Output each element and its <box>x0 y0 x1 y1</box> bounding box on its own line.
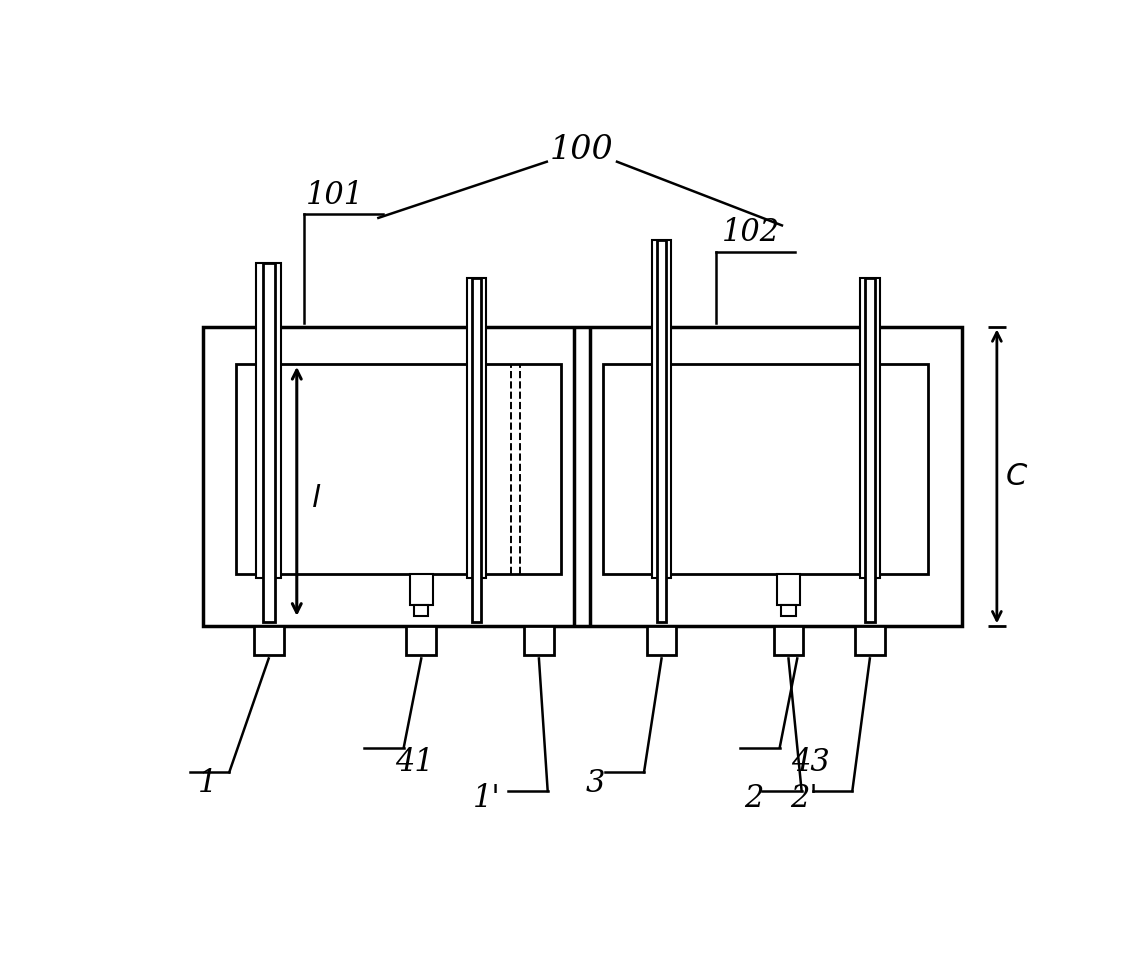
Text: 102: 102 <box>722 217 780 248</box>
Bar <box>237 364 560 574</box>
Bar <box>257 263 281 578</box>
Bar <box>466 278 486 578</box>
Bar <box>472 278 481 623</box>
Text: 1: 1 <box>198 768 217 799</box>
Text: $C$: $C$ <box>1004 461 1028 492</box>
Bar <box>414 605 428 616</box>
Bar <box>865 278 875 623</box>
Bar <box>860 278 880 578</box>
Text: $l$: $l$ <box>311 484 321 515</box>
Text: 2': 2' <box>790 783 818 814</box>
Bar <box>777 574 800 605</box>
Bar <box>603 364 928 574</box>
Bar <box>254 627 284 655</box>
Bar <box>263 263 275 623</box>
Text: 41: 41 <box>395 747 434 778</box>
Bar <box>524 627 554 655</box>
Bar <box>203 327 962 627</box>
Text: 100: 100 <box>550 134 614 166</box>
Bar <box>410 574 432 605</box>
Bar <box>773 627 804 655</box>
Bar <box>652 240 671 578</box>
Text: 1': 1' <box>472 783 500 814</box>
Text: 2: 2 <box>744 783 763 814</box>
Text: 43: 43 <box>791 747 830 778</box>
Bar <box>406 627 436 655</box>
Bar <box>646 627 677 655</box>
Text: 101: 101 <box>306 180 363 211</box>
Text: 3: 3 <box>586 768 606 799</box>
Bar <box>657 240 667 623</box>
Bar <box>855 627 885 655</box>
Bar <box>781 605 796 616</box>
